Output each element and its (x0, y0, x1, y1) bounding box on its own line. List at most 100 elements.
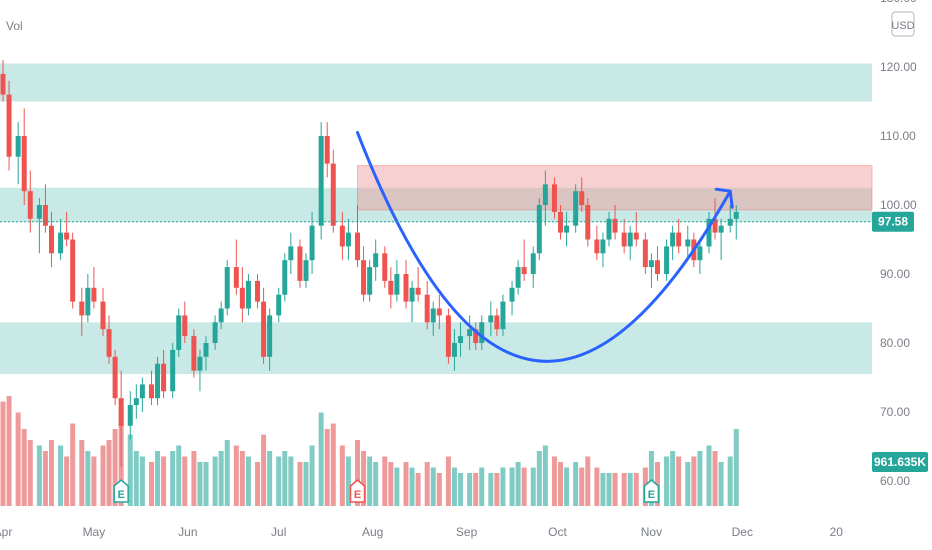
volume-bar (382, 456, 388, 506)
volume-bar (330, 423, 336, 506)
candle-body (424, 294, 430, 323)
volume-bar (733, 429, 739, 506)
volume-bar (21, 429, 27, 506)
x-tick-label: May (83, 525, 106, 539)
candle-body (415, 287, 421, 295)
candle-body (361, 260, 367, 295)
volume-indicator-label: Vol (6, 19, 23, 33)
candle-body (521, 267, 527, 274)
volume-bar (430, 467, 436, 506)
candle-body (245, 280, 251, 309)
candle-body (288, 246, 294, 261)
curve-arrowhead (714, 187, 734, 209)
volume-bar (373, 462, 379, 506)
cup-curve-drawing (356, 131, 734, 363)
candle-body (436, 308, 442, 316)
candle-body (70, 239, 76, 302)
candle-body (712, 218, 718, 233)
candle-body (345, 232, 351, 247)
candle-body (564, 225, 570, 233)
volume-bar (415, 473, 421, 506)
candlesticks (0, 60, 739, 468)
volume-bar (245, 456, 251, 506)
candle-body (585, 205, 591, 240)
candle-body (458, 336, 464, 343)
currency-label: USD (891, 20, 914, 32)
time-axis[interactable]: Apr May Jun Jul Aug Sep Oct Nov Dec 20 (0, 525, 843, 539)
candle-body (382, 253, 388, 281)
candle-body (542, 184, 548, 205)
volume-bar (112, 429, 118, 506)
candle-body (297, 246, 303, 281)
last-volume-value: 961.635K (874, 455, 926, 469)
y-tick-label: 130.00 (880, 0, 917, 5)
currency-badge[interactable]: USD (891, 11, 915, 37)
candle-body (212, 322, 218, 343)
candle-body (494, 315, 500, 330)
volume-bar (500, 467, 506, 506)
x-tick-label: Apr (0, 525, 12, 539)
candle-body (530, 253, 536, 274)
volume-bar (467, 473, 473, 506)
candle-body (21, 136, 27, 192)
candle-body (509, 287, 515, 302)
volume-bar (276, 456, 282, 506)
volume-bar (521, 467, 527, 506)
volume-bar (451, 467, 457, 506)
candle-body (36, 205, 42, 219)
candle-body (309, 225, 315, 261)
volume-bar (409, 467, 415, 506)
volume-bar (648, 451, 654, 506)
candle-body (718, 225, 724, 233)
volume-bar (573, 462, 579, 506)
zone-2 (0, 322, 872, 375)
volume-bar (161, 456, 167, 506)
earnings-marker-label: E (648, 489, 655, 501)
volume-bar (155, 451, 161, 506)
candle-body (100, 301, 106, 330)
volume-bar (70, 423, 76, 506)
volume-bar (282, 451, 288, 506)
volume-bar (355, 440, 361, 506)
volume-bar (148, 462, 154, 506)
candle-body (118, 398, 124, 426)
volume-bar (670, 451, 676, 506)
volume-bar (697, 451, 703, 506)
zone-1 (0, 187, 872, 223)
cup-curve (356, 131, 732, 363)
candle-body (367, 267, 373, 295)
candle-body (182, 315, 188, 337)
candle-body (170, 349, 176, 392)
candle-body (127, 405, 133, 426)
candle-body (339, 225, 345, 247)
candle-body (473, 329, 479, 343)
volume-bar (324, 429, 330, 506)
candle-body (42, 205, 48, 226)
price-axis[interactable]: 130.00 120.00 110.00 100.00 90.00 80.00 70.00 6… (880, 0, 917, 488)
earnings-marker[interactable] (643, 479, 660, 503)
volume-bar (388, 462, 394, 506)
volume-bar (79, 440, 85, 506)
volume-bar (654, 462, 660, 506)
volume-bar (536, 451, 542, 506)
candle-body (224, 267, 230, 309)
volume-bar (579, 467, 585, 506)
volume-bar (133, 451, 139, 506)
volume-bar (515, 462, 521, 506)
earnings-marker[interactable] (113, 479, 129, 503)
candle-body (600, 239, 606, 254)
volume-bar (318, 412, 324, 506)
candle-body (203, 343, 209, 357)
candle-body (697, 246, 703, 261)
volume-bar (106, 440, 112, 506)
candle-body (536, 205, 542, 254)
volume-bar (727, 456, 733, 506)
volume-bar (706, 445, 712, 506)
candle-body (606, 218, 612, 240)
volume-bars (0, 396, 739, 506)
volume-bar (479, 467, 485, 506)
volume-bar (627, 473, 633, 506)
earnings-marker[interactable] (349, 479, 366, 503)
